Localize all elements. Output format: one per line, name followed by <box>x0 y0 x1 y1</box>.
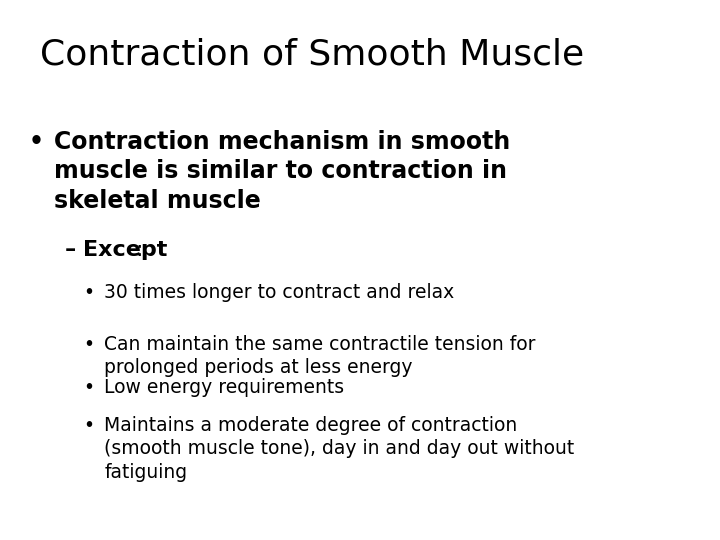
Text: Contraction mechanism in smooth
muscle is similar to contraction in
skeletal mus: Contraction mechanism in smooth muscle i… <box>54 130 510 213</box>
Text: :: : <box>135 240 143 260</box>
Text: •: • <box>83 416 94 435</box>
Text: –: – <box>65 240 84 260</box>
Text: •: • <box>83 284 94 302</box>
Text: 30 times longer to contract and relax: 30 times longer to contract and relax <box>104 284 454 302</box>
Text: Maintains a moderate degree of contraction
(smooth muscle tone), day in and day : Maintains a moderate degree of contracti… <box>104 416 575 482</box>
Text: Except: Except <box>83 240 167 260</box>
Text: Can maintain the same contractile tension for
prolonged periods at less energy: Can maintain the same contractile tensio… <box>104 335 536 377</box>
Text: •: • <box>83 335 94 354</box>
Text: •: • <box>29 130 44 153</box>
Text: Contraction of Smooth Muscle: Contraction of Smooth Muscle <box>40 38 584 72</box>
Text: Low energy requirements: Low energy requirements <box>104 378 345 397</box>
Text: •: • <box>83 378 94 397</box>
